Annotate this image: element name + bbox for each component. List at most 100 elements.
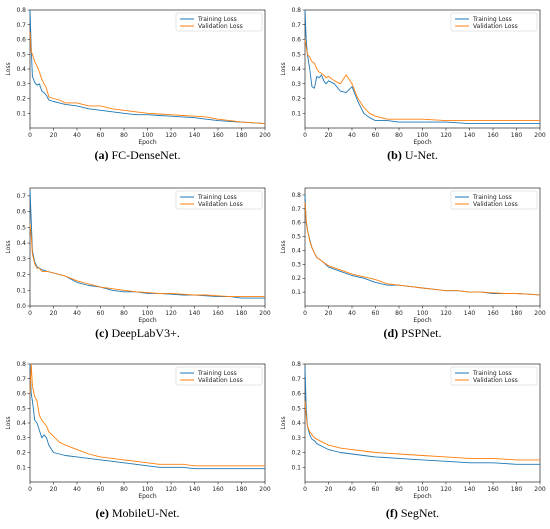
chart-f-ytick-label: 0.6 — [291, 391, 301, 398]
chart-e-ylabel: Loss — [5, 416, 12, 429]
chart-e-ytick-label: 0.2 — [16, 450, 26, 457]
caption-c: (c) DeepLabV3+. — [0, 326, 275, 341]
chart-b-series-validation-line — [304, 39, 540, 122]
chart-a-xtick-label: 40 — [73, 132, 81, 139]
chart-d-series-validation-line — [304, 201, 541, 296]
chart-c-xtick-label: 120 — [165, 310, 177, 317]
caption-c-letter: (c) — [95, 326, 109, 340]
chart-f-ytick-label: 0.8 — [291, 361, 301, 368]
chart-c-xtick-label: 140 — [189, 310, 201, 317]
chart-c-xtick-label: 0 — [28, 310, 32, 317]
chart-c-xtick-label: 100 — [142, 310, 154, 317]
chart-e-xtick-label: 140 — [189, 486, 201, 493]
chart-f-xtick-label: 160 — [487, 486, 499, 493]
chart-b-ytick-label: 0.4 — [291, 66, 301, 73]
chart-c-xtick-label: 180 — [236, 310, 248, 317]
chart-d-series-training-line — [304, 194, 541, 296]
chart-b-xtick-label: 80 — [395, 132, 403, 139]
chart-f-xtick-label: 120 — [440, 486, 452, 493]
chart-b-xtick-label: 20 — [325, 132, 333, 139]
chart-panel-e: 0 20 40 60 80 100 120 140 160 180 200 0.1 0.2 0.3 0.4 0… — [0, 354, 275, 529]
chart-e-xtick-label: 80 — [120, 486, 128, 493]
chart-d-xtick-label: 100 — [417, 310, 429, 317]
chart-a-xtick-label: 80 — [120, 132, 128, 139]
chart-e-ytick-label: 0.1 — [16, 464, 26, 471]
chart-a-ytick-label: 0.7 — [16, 22, 26, 29]
chart-a-xtick-label: 140 — [189, 132, 201, 139]
chart-c-ylabel: Loss — [5, 240, 12, 253]
chart-d-xtick-label: 160 — [487, 310, 499, 317]
caption-a-letter: (a) — [94, 148, 109, 162]
caption-e: (e) MobileU-Net. — [0, 506, 275, 521]
chart-e-ytick-label: 0.4 — [16, 420, 26, 427]
chart-d-ytick-label: 0.4 — [291, 247, 301, 254]
chart-e-xtick-label: 160 — [212, 486, 224, 493]
chart-b-ytick-label: 0.2 — [291, 96, 301, 103]
chart-d-ytick-label: 0.8 — [291, 192, 301, 199]
chart-d-ytick-label: 0.7 — [291, 206, 301, 213]
chart-f-xtick-label: 140 — [464, 486, 476, 493]
caption-b-letter: (b) — [387, 148, 402, 162]
chart-e-series-training-line — [29, 363, 265, 470]
chart-a-ytick-label: 0.1 — [16, 110, 26, 117]
chart-a-legend — [175, 12, 263, 32]
chart-f-ytick-label: 0.5 — [291, 405, 301, 412]
chart-a-xtick-label: 180 — [236, 132, 248, 139]
chart-f-xtick-label: 200 — [534, 486, 546, 493]
chart-b-xtick-label: 180 — [511, 132, 523, 139]
chart-f-xtick-label: 40 — [348, 486, 356, 493]
chart-e-ytick-label: 0.3 — [16, 435, 26, 442]
chart-c-xtick-label: 200 — [259, 310, 271, 317]
chart-e-ytick-label: 0.7 — [16, 376, 26, 383]
chart-a-ytick-label: 0.6 — [16, 37, 26, 44]
chart-d-ytick-label: 0.3 — [291, 261, 301, 268]
chart-d-legend-label-validation: Validation Loss — [473, 201, 518, 208]
chart-f-xlabel: Epoch — [413, 493, 432, 500]
chart-a-series-validation-line — [29, 32, 266, 125]
chart-e-ytick-label: 0.8 — [16, 361, 26, 368]
caption-f-text: SegNet. — [397, 506, 440, 520]
chart-e-series-validation-line — [29, 363, 265, 467]
chart-a-xtick-label: 0 — [28, 132, 32, 139]
chart-d-ytick-label: 0.5 — [291, 234, 301, 241]
chart-f-xtick-label: 180 — [511, 486, 523, 493]
chart-b-ytick-label: 0.3 — [291, 81, 301, 88]
chart-c-ytick-label: 0.5 — [16, 224, 26, 231]
chart-d-legend-label-training: Training Loss — [472, 194, 512, 201]
chart-d-xtick-label: 20 — [325, 310, 333, 317]
chart-e-legend — [175, 366, 263, 386]
chart-f-series-validation-line — [304, 400, 540, 461]
chart-c-xtick-label: 80 — [120, 310, 128, 317]
chart-panel-c: 0 20 40 60 80 100 120 140 160 180 200 0.0 0.1 0.2 0.3 0… — [0, 178, 275, 353]
chart-d-xtick-label: 80 — [395, 310, 403, 317]
chart-e-ytick-label: 0.6 — [16, 391, 26, 398]
chart-a-xtick-label: 60 — [97, 132, 105, 139]
chart-f-xtick-label: 0 — [303, 486, 307, 493]
chart-a-legend-label-training: Training Loss — [197, 16, 237, 23]
caption-e-text: MobileU-Net. — [108, 506, 180, 520]
chart-c-legend-label-training: Training Loss — [197, 194, 237, 201]
chart-f-xtick-label: 80 — [395, 486, 403, 493]
chart-f-ytick-label: 0.4 — [291, 420, 301, 427]
chart-a-ytick-label: 0.2 — [16, 96, 26, 103]
chart-a-xlabel: Epoch — [138, 139, 157, 146]
chart-e-xtick-label: 0 — [28, 486, 32, 493]
chart-f-ytick-label: 0.3 — [291, 435, 301, 442]
chart-e-xtick-label: 100 — [142, 486, 154, 493]
chart-f-ytick-label: 0.7 — [291, 376, 301, 383]
chart-b-xtick-label: 200 — [534, 132, 546, 139]
chart-f-ylabel: Loss — [280, 416, 287, 429]
chart-a-xtick-label: 160 — [212, 132, 224, 139]
chart-f-series-training-line — [304, 366, 540, 465]
chart-c: 0 20 40 60 80 100 120 140 160 180 200 0.0 0.1 0.2 0.3 0… — [5, 187, 271, 324]
chart-f-xtick-label: 60 — [372, 486, 380, 493]
chart-f-ytick-label: 0.2 — [291, 450, 301, 457]
chart-a-ylabel: Loss — [5, 62, 12, 75]
chart-d-ytick-label: 0.6 — [291, 220, 301, 227]
chart-b-xtick-label: 160 — [487, 132, 499, 139]
chart-f-ytick-label: 0.1 — [291, 464, 301, 471]
caption-e-letter: (e) — [95, 506, 109, 520]
caption-d-letter: (d) — [383, 326, 399, 340]
chart-d-xtick-label: 40 — [348, 310, 356, 317]
chart-panel-f: 0 20 40 60 80 100 120 140 160 180 200 0.1 0.2 0.3 0.4 0… — [275, 354, 550, 529]
